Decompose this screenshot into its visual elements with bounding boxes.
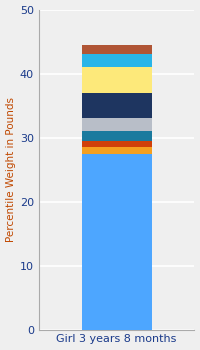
Bar xyxy=(82,54,152,67)
Bar xyxy=(82,118,152,131)
Bar xyxy=(82,67,152,93)
Bar xyxy=(82,147,152,154)
Y-axis label: Percentile Weight in Pounds: Percentile Weight in Pounds xyxy=(6,97,16,242)
Bar xyxy=(82,154,152,330)
Bar xyxy=(82,131,152,141)
Bar xyxy=(82,141,152,147)
Bar xyxy=(82,93,152,118)
Bar xyxy=(82,45,152,54)
